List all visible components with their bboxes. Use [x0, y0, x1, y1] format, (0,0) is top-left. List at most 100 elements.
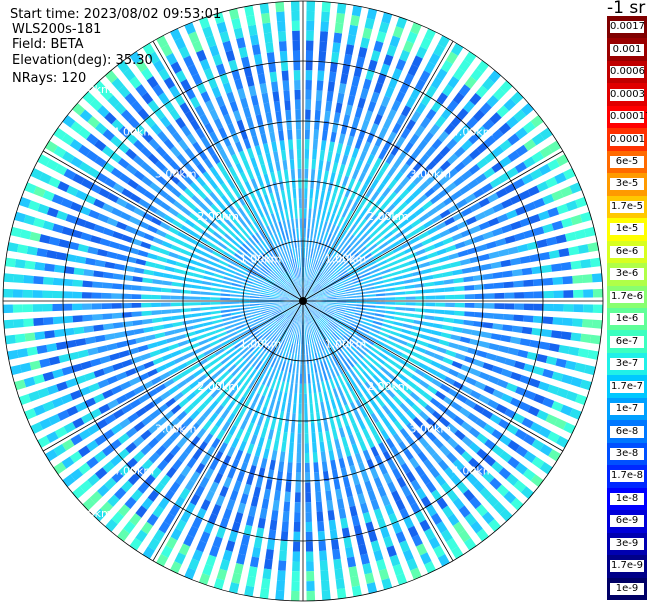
- field-cell: [140, 429, 152, 441]
- field-cell: [176, 153, 188, 165]
- field-cell: [305, 290, 313, 298]
- field-cell: [498, 467, 512, 480]
- field-cell: [296, 324, 300, 335]
- field-cell: [250, 496, 259, 508]
- field-cell: [385, 437, 395, 449]
- field-cell: [355, 288, 366, 293]
- field-cell: [290, 238, 295, 249]
- field-cell: [389, 240, 400, 249]
- field-cell: [215, 174, 225, 186]
- field-cell: [253, 221, 261, 231]
- field-cell: [193, 207, 204, 217]
- field-cell: [217, 352, 228, 361]
- field-cell: [310, 169, 316, 180]
- field-cell: [39, 234, 51, 244]
- field-cell: [281, 150, 287, 161]
- field-cell: [246, 443, 255, 455]
- field-cell: [266, 319, 276, 327]
- field-cell: [420, 552, 432, 565]
- field-cell: [439, 174, 451, 186]
- field-cell: [579, 211, 592, 223]
- field-cell: [364, 480, 373, 492]
- field-cell: [230, 311, 242, 316]
- field-cell: [433, 240, 445, 249]
- field-cell: [352, 338, 362, 347]
- field-cell: [335, 328, 345, 337]
- field-cell: [327, 509, 335, 521]
- field-cell: [63, 327, 75, 336]
- field-cell: [305, 344, 308, 355]
- field-cell: [201, 213, 212, 223]
- field-cell: [162, 273, 174, 279]
- field-cell: [469, 148, 481, 160]
- field-cell: [285, 481, 292, 493]
- field-cell: [209, 191, 219, 202]
- field-cell: [333, 32, 343, 44]
- field-cell: [362, 449, 371, 461]
- field-cell: [258, 196, 266, 207]
- field-cell: [218, 442, 228, 454]
- field-cell: [335, 12, 345, 24]
- field-cell: [313, 129, 319, 140]
- field-cell: [435, 521, 448, 534]
- field-cell: [151, 310, 162, 316]
- field-cell: [275, 1, 285, 13]
- field-cell: [236, 471, 245, 483]
- field-cell: [556, 203, 569, 215]
- field-cell: [531, 439, 545, 451]
- field-cell: [362, 253, 373, 261]
- field-cell: [364, 311, 376, 316]
- field-cell: [316, 250, 322, 261]
- field-cell: [213, 118, 224, 130]
- field-cell: [238, 183, 247, 195]
- field-cell: [570, 376, 583, 388]
- field-cell: [445, 182, 457, 193]
- field-cell: [453, 415, 465, 426]
- field-cell: [325, 291, 336, 295]
- field-cell: [368, 350, 378, 359]
- field-cell: [288, 322, 294, 332]
- field-cell: [250, 330, 260, 338]
- field-cell: [209, 357, 220, 367]
- field-cell: [261, 375, 269, 386]
- field-cell: [222, 508, 233, 520]
- field-cell: [322, 221, 328, 232]
- field-cell: [249, 343, 258, 353]
- field-cell: [263, 354, 271, 364]
- field-cell: [258, 362, 266, 373]
- field-cell: [72, 417, 85, 429]
- field-cell: [215, 494, 225, 507]
- field-cell: [246, 341, 256, 350]
- field-cell: [355, 159, 364, 171]
- field-cell: [106, 251, 118, 259]
- field-cell: [319, 550, 328, 561]
- field-cell: [304, 324, 307, 335]
- field-cell: [411, 534, 423, 547]
- field-cell: [43, 317, 54, 326]
- field-cell: [425, 174, 437, 185]
- field-cell: [45, 140, 58, 153]
- field-cell: [493, 313, 504, 320]
- field-cell: [149, 409, 161, 420]
- field-cell: [391, 225, 402, 234]
- field-cell: [565, 360, 577, 371]
- field-cell: [370, 347, 381, 355]
- field-cell: [221, 421, 231, 432]
- field-cell: [52, 277, 64, 286]
- field-cell: [132, 155, 145, 167]
- field-cell: [336, 227, 344, 238]
- field-cell: [340, 242, 349, 252]
- field-cell: [65, 378, 78, 389]
- field-cell: [209, 400, 219, 411]
- field-cell: [129, 513, 142, 526]
- field-cell: [352, 255, 362, 264]
- field-cell: [293, 304, 301, 312]
- field-cell: [225, 328, 236, 334]
- field-cell: [547, 431, 560, 444]
- field-cell: [555, 435, 569, 448]
- field-cell: [489, 477, 502, 490]
- field-cell: [162, 153, 174, 164]
- field-cell: [235, 141, 244, 153]
- field-cell: [255, 360, 263, 371]
- field-cell: [444, 467, 456, 479]
